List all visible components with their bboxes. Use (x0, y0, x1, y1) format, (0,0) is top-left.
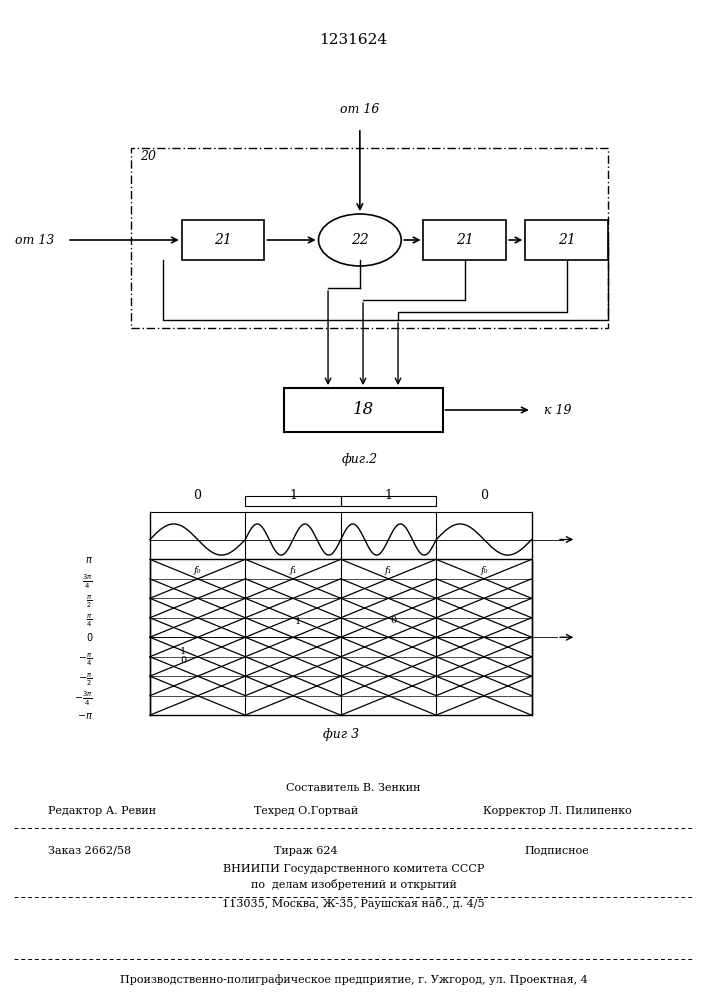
Text: от 16: от 16 (340, 103, 380, 116)
Text: Подписное: Подписное (525, 846, 590, 856)
Text: к 19: к 19 (544, 403, 572, 416)
Text: по  делам изобретений и открытий: по делам изобретений и открытий (250, 880, 457, 890)
Text: 0: 0 (194, 489, 201, 502)
Text: 0: 0 (480, 489, 488, 502)
Text: 18: 18 (352, 401, 374, 418)
Text: Техред О.Гортвай: Техред О.Гортвай (254, 806, 358, 816)
Text: 21: 21 (558, 233, 575, 247)
Text: ВНИИПИ Государственного комитета СССР: ВНИИПИ Государственного комитета СССР (223, 864, 484, 874)
Text: 0: 0 (390, 616, 397, 625)
Text: 113035, Москва, Ж-35, Раушская наб., д. 4/5: 113035, Москва, Ж-35, Раушская наб., д. … (222, 898, 485, 909)
Text: 1: 1 (295, 617, 301, 626)
Text: Производственно-полиграфическое предприятие, г. Ужгород, ул. Проектная, 4: Производственно-полиграфическое предприя… (119, 974, 588, 985)
Text: f₀: f₀ (480, 566, 488, 575)
Text: 1: 1 (385, 489, 392, 502)
Text: от 13: от 13 (15, 233, 54, 246)
Text: 21: 21 (214, 233, 232, 247)
Text: Заказ 2662/58: Заказ 2662/58 (48, 846, 132, 856)
Text: 0: 0 (180, 656, 187, 665)
Text: 1231624: 1231624 (320, 33, 387, 47)
Text: f₁: f₁ (289, 566, 297, 575)
Text: 20: 20 (141, 150, 156, 163)
Text: Составитель В. Зенкин: Составитель В. Зенкин (286, 783, 421, 793)
Text: 1: 1 (180, 647, 187, 656)
Text: фиг 3: фиг 3 (322, 728, 359, 741)
Text: Корректор Л. Пилипенко: Корректор Л. Пилипенко (483, 806, 631, 816)
Text: 22: 22 (351, 233, 369, 247)
Text: 1: 1 (289, 489, 297, 502)
Text: 21: 21 (456, 233, 474, 247)
Text: Тираж 624: Тираж 624 (274, 846, 338, 856)
Text: Редактор А. Ревин: Редактор А. Ревин (48, 806, 156, 816)
Text: f₁: f₁ (385, 566, 392, 575)
Text: f₀: f₀ (194, 566, 201, 575)
Text: фиг.2: фиг.2 (341, 454, 378, 466)
